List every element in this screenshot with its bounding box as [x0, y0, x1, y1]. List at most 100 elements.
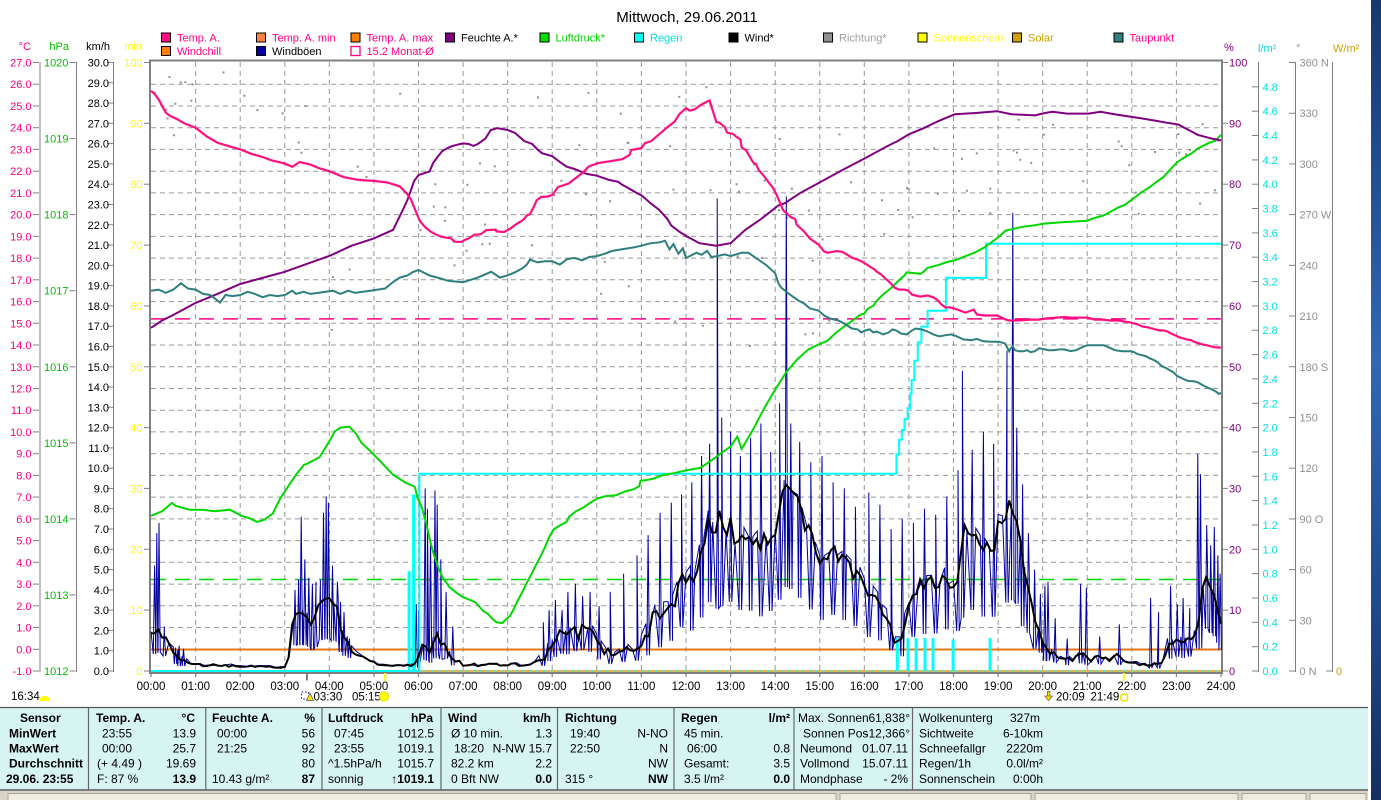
svg-text:W/m²: W/m²	[1333, 43, 1360, 55]
svg-text:18:20: 18:20	[454, 742, 484, 756]
svg-text:270 W: 270 W	[1300, 210, 1332, 222]
svg-text:0:00h: 0:00h	[1013, 772, 1043, 786]
svg-text:1.0: 1.0	[1263, 544, 1278, 556]
svg-text:hPa: hPa	[49, 41, 69, 53]
svg-text:15.2 Monat-Ø: 15.2 Monat-Ø	[367, 46, 435, 58]
svg-text:21:49: 21:49	[1091, 692, 1120, 704]
svg-text:3.6: 3.6	[1263, 228, 1278, 240]
svg-text:1012.5: 1012.5	[397, 727, 434, 741]
svg-text:1.0: 1.0	[94, 646, 109, 658]
svg-text:4.0: 4.0	[16, 557, 31, 569]
svg-text:Luftdruck: Luftdruck	[328, 711, 384, 725]
svg-text:19.0: 19.0	[10, 231, 31, 243]
svg-text:21:25: 21:25	[217, 742, 247, 756]
svg-text:0.4: 0.4	[1263, 617, 1278, 629]
svg-text:29.0: 29.0	[88, 78, 109, 90]
svg-text:22:50: 22:50	[570, 742, 600, 756]
svg-text:22:00: 22:00	[1117, 681, 1146, 693]
svg-text:18:00: 18:00	[939, 681, 968, 693]
svg-text:23:55: 23:55	[334, 742, 364, 756]
svg-text:16:00: 16:00	[850, 681, 879, 693]
svg-text:3.0: 3.0	[94, 605, 109, 617]
svg-text:7.0: 7.0	[94, 524, 109, 536]
svg-text:1015: 1015	[44, 438, 68, 450]
svg-text:8.0: 8.0	[94, 504, 109, 516]
svg-text:82.2 km: 82.2 km	[451, 757, 494, 771]
svg-text:10.0: 10.0	[88, 463, 109, 475]
svg-text:2.0: 2.0	[16, 601, 31, 613]
svg-text:0.0: 0.0	[535, 772, 552, 786]
svg-text:Richtung*: Richtung*	[839, 33, 887, 45]
svg-text:10.0: 10.0	[10, 427, 31, 439]
svg-text:5.0: 5.0	[16, 536, 31, 548]
svg-text:00:00: 00:00	[217, 727, 247, 741]
svg-text:16.0: 16.0	[88, 342, 109, 354]
svg-text:0: 0	[1229, 666, 1235, 678]
svg-text:80: 80	[302, 757, 316, 771]
svg-text:00:00: 00:00	[137, 681, 166, 693]
svg-text:23:55: 23:55	[102, 727, 132, 741]
svg-text:30: 30	[1229, 483, 1241, 495]
svg-text:Sonnenschein: Sonnenschein	[934, 33, 1004, 45]
svg-text:60: 60	[1229, 301, 1241, 313]
svg-text:0.0: 0.0	[16, 644, 31, 656]
svg-text:Wind: Wind	[448, 711, 477, 725]
svg-text:Ø 10 min.: Ø 10 min.	[451, 727, 503, 741]
svg-text:Luftdruck*: Luftdruck*	[556, 33, 606, 45]
svg-text:30: 30	[130, 483, 142, 495]
svg-text:(+ 4.49 ): (+ 4.49 )	[97, 757, 142, 771]
svg-text:1012: 1012	[44, 666, 68, 678]
svg-text:10: 10	[1229, 605, 1241, 617]
svg-text:120: 120	[1300, 463, 1318, 475]
svg-text:27.0: 27.0	[10, 58, 31, 70]
svg-text:03:00: 03:00	[270, 681, 299, 693]
svg-text:19.0: 19.0	[88, 281, 109, 293]
svg-text:24.0: 24.0	[88, 179, 109, 191]
svg-text:Gesamt:: Gesamt:	[684, 757, 729, 771]
svg-text:10:00: 10:00	[582, 681, 611, 693]
svg-text:20.0: 20.0	[10, 210, 31, 222]
svg-text:Windchill: Windchill	[177, 46, 221, 58]
svg-text:-12,366°: -12,366°	[865, 727, 911, 741]
svg-text:MaxWert: MaxWert	[9, 742, 59, 756]
svg-text:20:00: 20:00	[1028, 681, 1057, 693]
svg-text:09:00: 09:00	[538, 681, 567, 693]
svg-text:12.0: 12.0	[88, 423, 109, 435]
svg-text:90: 90	[1229, 118, 1241, 130]
svg-text:N-NO: N-NO	[637, 727, 668, 741]
svg-text:F: 87 %: F: 87 %	[97, 772, 139, 786]
svg-text:3.8: 3.8	[1263, 204, 1278, 216]
svg-text:1.0: 1.0	[16, 623, 31, 635]
svg-text:Durchschnitt: Durchschnitt	[9, 757, 83, 771]
svg-text:Temp. A.: Temp. A.	[96, 711, 145, 725]
svg-text:Taupunkt: Taupunkt	[1130, 33, 1175, 45]
svg-text:20:09: 20:09	[1056, 692, 1085, 704]
svg-text:6.0: 6.0	[94, 544, 109, 556]
svg-text:50: 50	[1229, 362, 1241, 374]
svg-text:1019.1: 1019.1	[397, 742, 434, 756]
svg-text:Temp. A. min: Temp. A. min	[272, 33, 336, 45]
svg-text:14.0: 14.0	[88, 382, 109, 394]
svg-text:22.0: 22.0	[88, 220, 109, 232]
svg-text:30: 30	[1300, 615, 1312, 627]
svg-text:3.5 l/m²: 3.5 l/m²	[684, 772, 724, 786]
svg-text:Schneefallgr: Schneefallgr	[919, 742, 986, 756]
svg-text:Wind*: Wind*	[745, 33, 775, 45]
svg-text:210: 210	[1300, 311, 1318, 323]
svg-text:27.0: 27.0	[88, 118, 109, 130]
svg-text:%: %	[1224, 42, 1234, 54]
svg-text:1019: 1019	[44, 134, 68, 146]
svg-text:330: 330	[1300, 108, 1318, 120]
svg-text:0.0: 0.0	[94, 666, 109, 678]
svg-text:14:00: 14:00	[761, 681, 790, 693]
svg-text:2.4: 2.4	[1263, 374, 1278, 386]
svg-text:Regen/1h: Regen/1h	[919, 757, 971, 771]
svg-text:0.2: 0.2	[1263, 642, 1278, 654]
svg-text:04:00: 04:00	[315, 681, 344, 693]
svg-text:Sichtweite: Sichtweite	[919, 727, 974, 741]
svg-text:min: min	[124, 41, 142, 53]
svg-text:9.0: 9.0	[94, 483, 109, 495]
svg-text:12.0: 12.0	[10, 384, 31, 396]
svg-text:11:00: 11:00	[627, 681, 655, 693]
svg-text:18.0: 18.0	[88, 301, 109, 313]
